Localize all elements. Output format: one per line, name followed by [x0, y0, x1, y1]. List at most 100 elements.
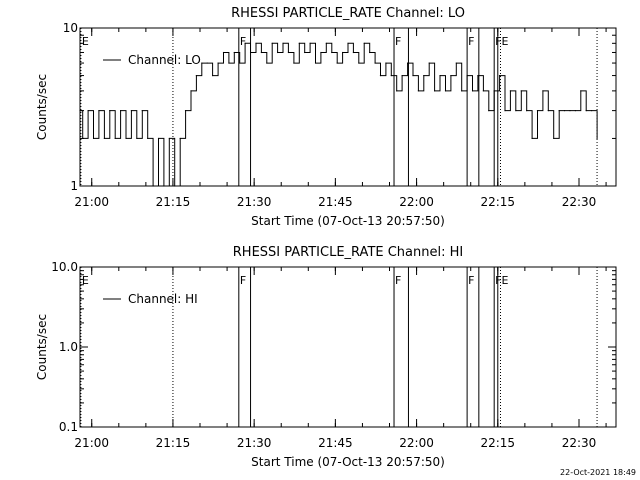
data-point [109, 110, 111, 112]
data-point [239, 62, 241, 64]
chart-title: RHESSI PARTICLE_RATE Channel: HI [233, 245, 463, 260]
data-point [82, 137, 84, 140]
data-point [195, 74, 198, 77]
x-tick-label: 22:00 [399, 436, 434, 450]
data-point [536, 110, 539, 112]
data-point [358, 62, 360, 64]
data-point [130, 110, 133, 112]
data-point [531, 137, 533, 140]
data-point [471, 90, 474, 92]
data-point [120, 110, 122, 112]
data-point [233, 51, 235, 54]
data-point [163, 185, 165, 187]
data-point [141, 110, 143, 112]
data-point [542, 90, 544, 92]
data-point [547, 110, 549, 112]
data-point [493, 90, 495, 92]
y-tick-label: 10 [63, 21, 78, 35]
data-point [282, 42, 284, 44]
event-marker-label: F [495, 35, 501, 48]
data-point [553, 137, 555, 140]
data-point [314, 62, 317, 64]
data-point [287, 51, 290, 54]
data-point [179, 137, 181, 140]
data-point [174, 185, 176, 187]
data-point [212, 74, 214, 77]
data-point [385, 62, 387, 64]
data-point [277, 51, 279, 54]
event-marker-label: E [501, 35, 508, 48]
event-marker-label: F [468, 274, 474, 287]
data-point [439, 74, 441, 77]
data-point [526, 110, 528, 112]
data-point [136, 137, 138, 140]
data-point [498, 74, 501, 77]
data-point [184, 110, 187, 112]
chart-title: RHESSI PARTICLE_RATE Channel: LO [231, 6, 465, 21]
data-point [580, 90, 582, 92]
data-point [325, 42, 327, 44]
data-point [352, 51, 355, 54]
data-point [125, 137, 127, 140]
data-point [369, 51, 371, 54]
data-point [298, 42, 300, 44]
data-point [417, 90, 419, 92]
data-point [309, 42, 311, 44]
event-marker-label: E [501, 274, 508, 287]
data-point [249, 51, 252, 54]
x-tick-label: 21:45 [318, 436, 353, 450]
data-point [168, 137, 170, 140]
data-point [152, 185, 154, 187]
data-point [103, 137, 105, 140]
event-marker-label: F [395, 35, 401, 48]
data-point [591, 110, 593, 112]
data-point [157, 137, 160, 140]
data-point [147, 137, 149, 140]
data-point [217, 62, 219, 64]
data-point [92, 137, 95, 140]
y-axis-label: Counts/sec [35, 314, 49, 380]
series-line [80, 42, 598, 187]
x-tick-label: 21:30 [237, 436, 272, 450]
event-marker-label: F [495, 274, 501, 287]
data-point [336, 62, 338, 64]
data-point [304, 51, 306, 54]
x-tick-label: 22:15 [480, 436, 515, 450]
y-tick-label: 1.0 [59, 340, 78, 354]
data-point [434, 90, 436, 92]
data-point [477, 74, 479, 77]
panel-lo: RHESSI PARTICLE_RATE Channel: LO 21:00 21:… [35, 6, 617, 228]
x-tick-label: 22:30 [562, 436, 597, 450]
data-point [293, 62, 295, 64]
data-point [374, 62, 376, 64]
data-point [363, 42, 365, 44]
data-point [504, 110, 506, 112]
data-point [412, 74, 414, 77]
data-point [450, 74, 452, 77]
data-point [461, 90, 463, 92]
panel-hi: RHESSI PARTICLE_RATE Channel: HI 21:00 21:… [35, 245, 617, 469]
event-marker-label: E [82, 274, 89, 287]
data-point [428, 62, 430, 64]
data-point [455, 62, 457, 64]
x-tick-label: 21:15 [156, 195, 191, 209]
x-tick-label: 21:15 [156, 436, 191, 450]
data-point [509, 90, 512, 92]
x-tick-label: 21:30 [237, 195, 272, 209]
data-point [563, 110, 566, 112]
data-point [266, 62, 268, 64]
data-point [423, 74, 425, 77]
event-marker-label: F [240, 35, 246, 48]
data-point [379, 74, 382, 77]
data-point [585, 110, 587, 112]
data-point [406, 62, 409, 64]
data-point [87, 110, 89, 112]
data-point [190, 90, 192, 92]
event-marker-label: F [395, 274, 401, 287]
data-point [98, 110, 100, 112]
data-point [466, 74, 468, 77]
data-point [390, 74, 392, 77]
x-tick-label: 21:45 [318, 195, 353, 209]
